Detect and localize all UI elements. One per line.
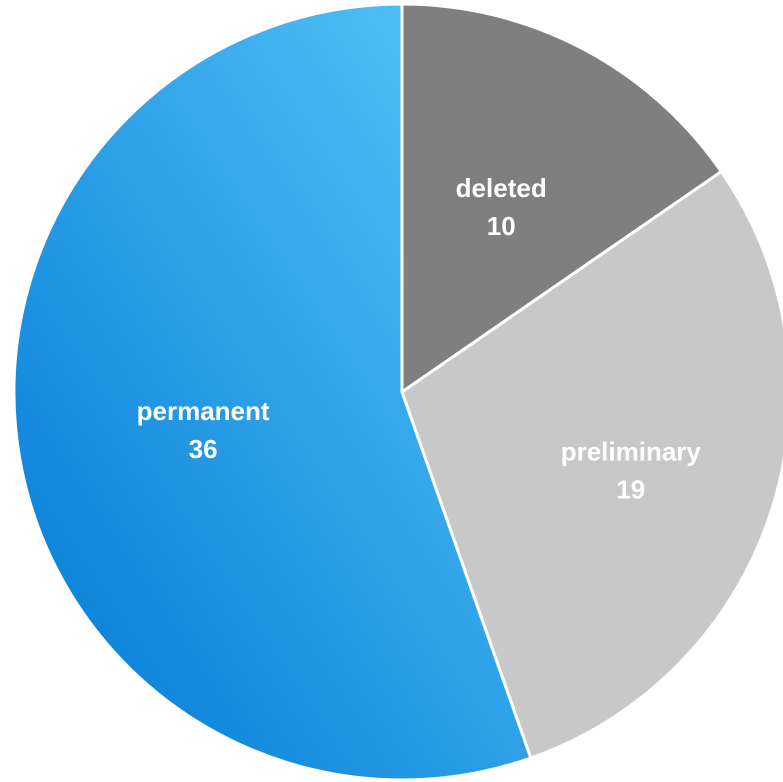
slice-label-deleted: deleted <box>456 173 547 203</box>
pie-slice-deleted <box>400 2 723 394</box>
pie-slice-permanent <box>12 2 533 782</box>
pie-labels: deleted 10 preliminary 19 permanent 36 <box>137 173 702 504</box>
slice-value-permanent: 36 <box>189 434 218 464</box>
slice-value-preliminary: 19 <box>616 474 645 504</box>
pie-slice-preliminary <box>400 170 783 760</box>
slice-value-deleted: 10 <box>487 211 516 241</box>
slice-label-permanent: permanent <box>137 396 270 426</box>
pie-slices <box>12 2 783 782</box>
slice-label-preliminary: preliminary <box>561 436 702 466</box>
